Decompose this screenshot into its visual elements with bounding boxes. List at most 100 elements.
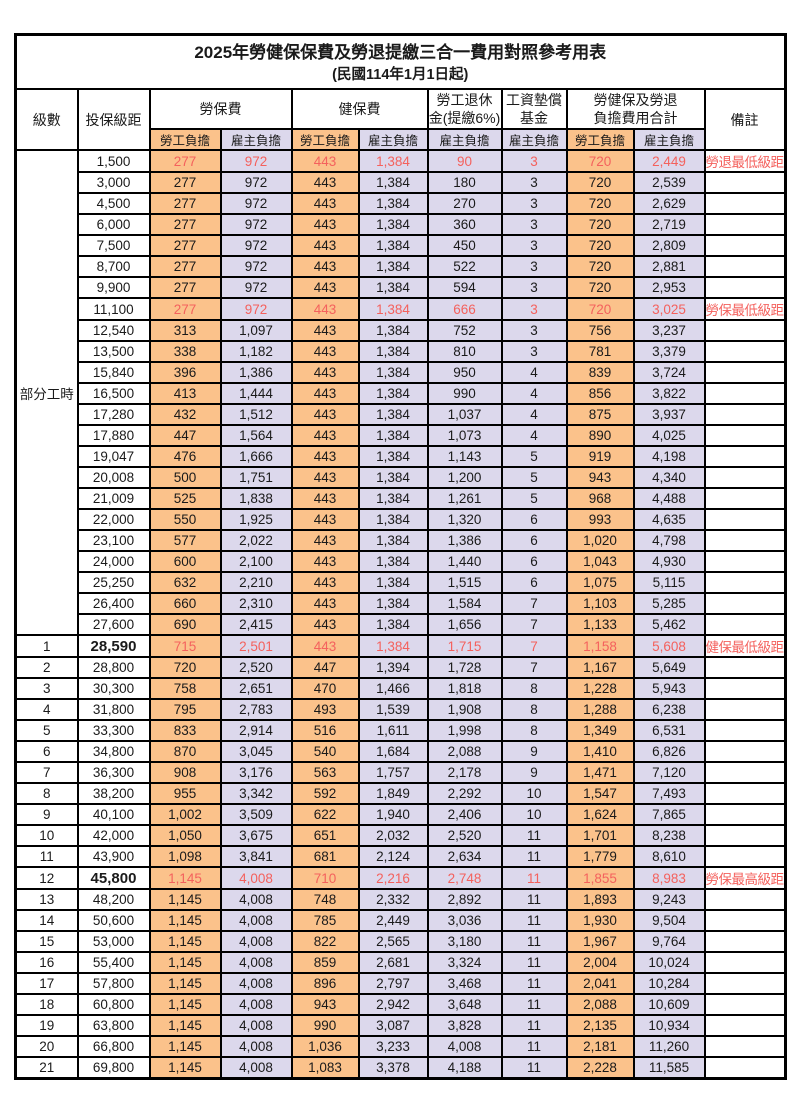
value-cell: 720: [565, 171, 635, 194]
bracket-cell: 22,000: [76, 508, 151, 531]
value-cell: 1,838: [219, 487, 293, 510]
value-cell: 7,865: [632, 803, 706, 826]
value-cell: 10,024: [632, 951, 706, 974]
value-cell: 1,893: [565, 888, 635, 911]
value-cell: 3: [500, 319, 568, 342]
value-cell: 1,288: [565, 698, 635, 721]
value-cell: 4,008: [219, 930, 293, 953]
value-cell: 6,531: [632, 719, 706, 742]
value-cell: 715: [148, 634, 222, 658]
remark-cell: [703, 529, 786, 552]
value-cell: 839: [565, 361, 635, 384]
value-cell: 2,100: [219, 550, 293, 573]
value-cell: 2,135: [565, 1014, 635, 1037]
remark-cell: [703, 972, 786, 995]
value-cell: 540: [290, 740, 360, 763]
table-row: 9,900 277 972 443 1,384 594 3 720 2,953: [16, 276, 786, 299]
remark-cell: [703, 234, 786, 257]
value-cell: 6: [500, 550, 568, 573]
value-cell: 3,822: [632, 382, 706, 405]
remark-cell: [703, 930, 786, 953]
value-cell: 1,701: [565, 824, 635, 847]
value-cell: 4,008: [219, 993, 293, 1016]
value-cell: 11: [500, 845, 568, 868]
value-cell: 1,036: [290, 1035, 360, 1058]
value-cell: 1,384: [357, 508, 429, 531]
value-cell: 5,943: [632, 677, 706, 700]
value-cell: 3,378: [357, 1056, 429, 1080]
value-cell: 7: [500, 592, 568, 615]
value-cell: 2,942: [357, 993, 429, 1016]
value-cell: 1,666: [219, 445, 293, 468]
value-cell: 632: [148, 571, 222, 594]
bracket-cell: 40,100: [76, 803, 151, 826]
value-cell: 2,719: [632, 213, 706, 236]
value-cell: 2,216: [357, 866, 429, 890]
value-cell: 2,681: [357, 951, 429, 974]
value-cell: 563: [290, 761, 360, 784]
table-row: 1 28,590 715 2,501 443 1,384 1,715 7 1,158 5,608 健…: [14, 634, 786, 658]
value-cell: 11: [500, 866, 568, 890]
value-cell: 1,611: [357, 719, 429, 742]
value-cell: 651: [290, 824, 360, 847]
remark-cell: [703, 824, 786, 847]
value-cell: 5,115: [632, 571, 706, 594]
value-cell: 2,892: [426, 888, 503, 911]
remark-cell: [703, 761, 786, 784]
value-cell: 1,394: [357, 656, 429, 679]
value-cell: 943: [565, 466, 635, 489]
value-cell: 1,261: [426, 487, 503, 510]
table-row: 15,840 396 1,386 443 1,384 950 4 839 3,724: [16, 361, 786, 384]
value-cell: 1,349: [565, 719, 635, 742]
value-cell: 720: [565, 255, 635, 278]
value-cell: 9,504: [632, 909, 706, 932]
value-cell: 11: [500, 1056, 568, 1080]
value-cell: 270: [426, 192, 503, 215]
value-cell: 1,200: [426, 466, 503, 489]
value-cell: 2,178: [426, 761, 503, 784]
bracket-cell: 21,009: [76, 487, 151, 510]
value-cell: 1,145: [148, 866, 222, 890]
bracket-cell: 16,500: [76, 382, 151, 405]
subheader-labor-employer: 雇主負擔: [219, 128, 293, 151]
value-cell: 690: [148, 613, 222, 636]
value-cell: 592: [290, 782, 360, 805]
value-cell: 1,384: [357, 361, 429, 384]
col-header-labor-insurance: 勞保費: [148, 88, 293, 130]
value-cell: 180: [426, 171, 503, 194]
value-cell: 3: [500, 255, 568, 278]
remark-cell: [703, 213, 786, 236]
value-cell: 972: [219, 297, 293, 321]
value-cell: 1,002: [148, 803, 222, 826]
bracket-cell: 43,900: [76, 845, 151, 868]
value-cell: 3: [500, 234, 568, 257]
value-cell: 2,797: [357, 972, 429, 995]
subheader-labor-worker: 勞工負擔: [148, 128, 222, 151]
value-cell: 1,751: [219, 466, 293, 489]
value-cell: 432: [148, 403, 222, 426]
value-cell: 1,779: [565, 845, 635, 868]
value-cell: 950: [426, 361, 503, 384]
value-cell: 1,384: [357, 613, 429, 636]
value-cell: 447: [290, 656, 360, 679]
value-cell: 2,415: [219, 613, 293, 636]
bracket-cell: 24,000: [76, 550, 151, 573]
level-cell: 17: [14, 972, 79, 995]
level-cell: 部分工時: [14, 149, 79, 636]
value-cell: 277: [148, 149, 222, 173]
total-header-line2: 負擔費用合計: [593, 110, 678, 126]
value-cell: 7: [500, 634, 568, 658]
table-row: 15 53,000 1,145 4,008 822 2,565 3,180 11 1,967 9,…: [14, 930, 786, 953]
value-cell: 1,466: [357, 677, 429, 700]
value-cell: 1,037: [426, 403, 503, 426]
level-cell: 12: [14, 866, 79, 890]
value-cell: 990: [290, 1014, 360, 1037]
value-cell: 752: [426, 319, 503, 342]
value-cell: 443: [290, 319, 360, 342]
value-cell: 2,520: [219, 656, 293, 679]
remark-cell: [703, 424, 786, 447]
level-cell: 13: [14, 888, 79, 911]
value-cell: 4,635: [632, 508, 706, 531]
value-cell: 10,284: [632, 972, 706, 995]
value-cell: 277: [148, 234, 222, 257]
